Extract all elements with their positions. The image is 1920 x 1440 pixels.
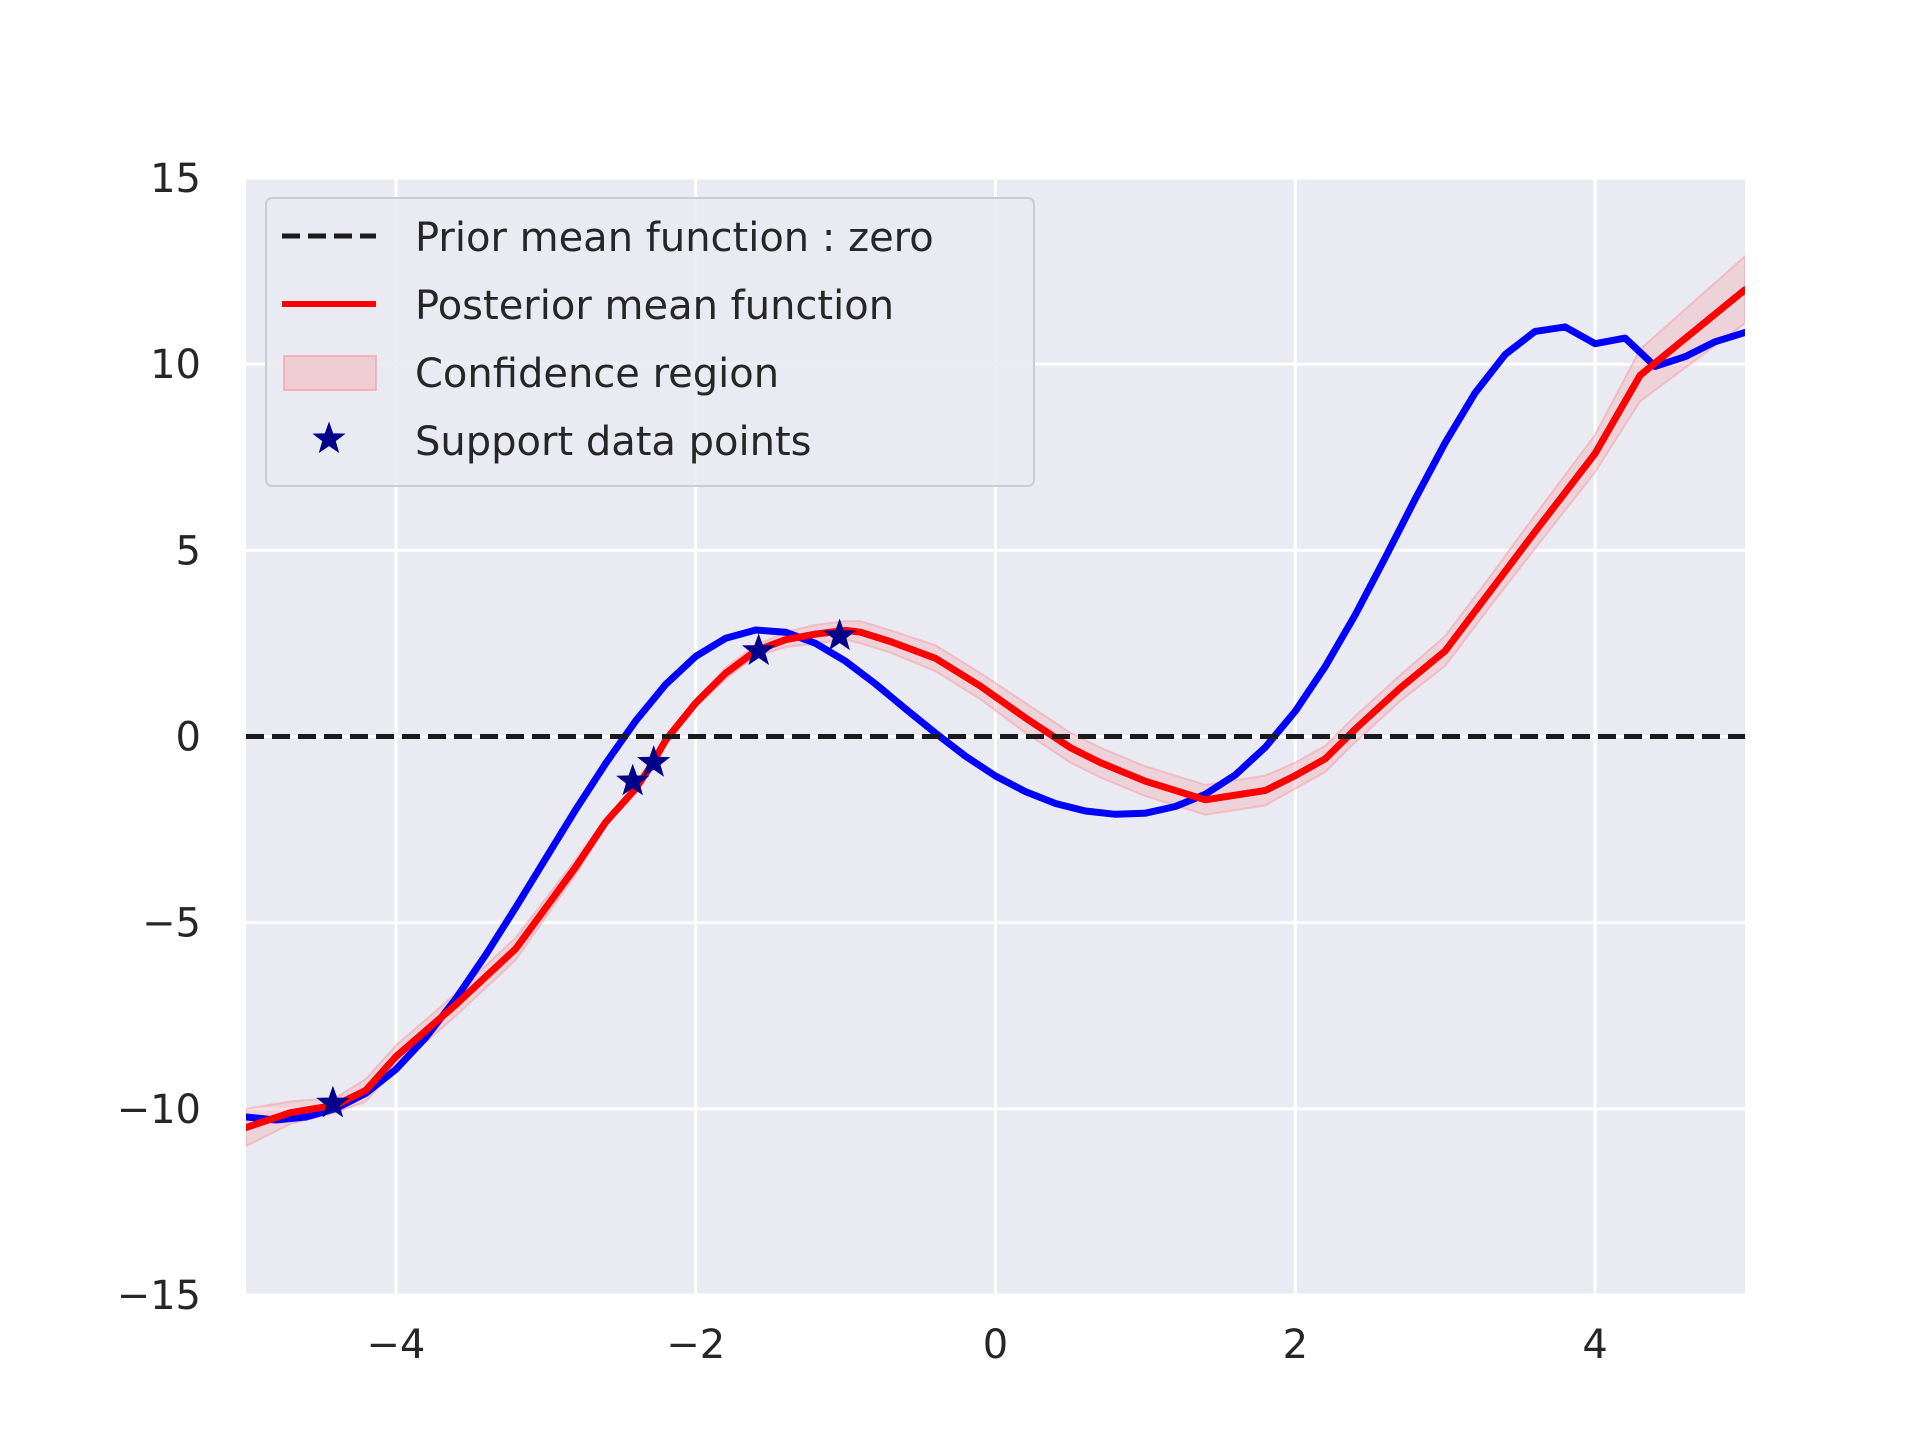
y-tick-label: 5 bbox=[176, 528, 201, 574]
legend-label-confidence-region: Confidence region bbox=[415, 351, 779, 397]
plot-area bbox=[246, 254, 1745, 1148]
tick-labels: −4 −2 0 2 4 −15 −10 −5 0 5 10 15 bbox=[117, 156, 1608, 1368]
support-point bbox=[316, 1085, 350, 1118]
y-tick-label: −10 bbox=[117, 1087, 201, 1133]
legend: Prior mean function : zero Posterior mea… bbox=[265, 197, 1035, 487]
legend-label-prior-mean: Prior mean function : zero bbox=[415, 215, 934, 261]
x-tick-label: 2 bbox=[1283, 1322, 1308, 1368]
true-function-line bbox=[246, 323, 1745, 1124]
y-tick-label: 0 bbox=[176, 715, 201, 761]
posterior-mean-line bbox=[246, 286, 1745, 1131]
legend-star-marker bbox=[312, 421, 346, 454]
support-point bbox=[741, 633, 776, 666]
legend-swatch-support-points bbox=[312, 421, 346, 454]
y-tick-label: −15 bbox=[117, 1273, 201, 1319]
legend-swatch-confidence-region bbox=[283, 355, 377, 391]
x-tick-label: −4 bbox=[366, 1322, 425, 1368]
y-tick-label: 10 bbox=[150, 342, 201, 388]
x-tick-label: 4 bbox=[1582, 1322, 1607, 1368]
legend-label-posterior-mean: Posterior mean function bbox=[415, 283, 894, 329]
x-tick-label: 0 bbox=[983, 1322, 1008, 1368]
x-tick-label: −2 bbox=[666, 1322, 725, 1368]
legend-label-support-points: Support data points bbox=[415, 419, 812, 465]
support-point bbox=[637, 745, 671, 777]
y-tick-label: −5 bbox=[142, 901, 201, 947]
support-point bbox=[822, 618, 857, 651]
legend-box bbox=[265, 197, 1035, 487]
y-tick-label: 15 bbox=[150, 156, 201, 202]
